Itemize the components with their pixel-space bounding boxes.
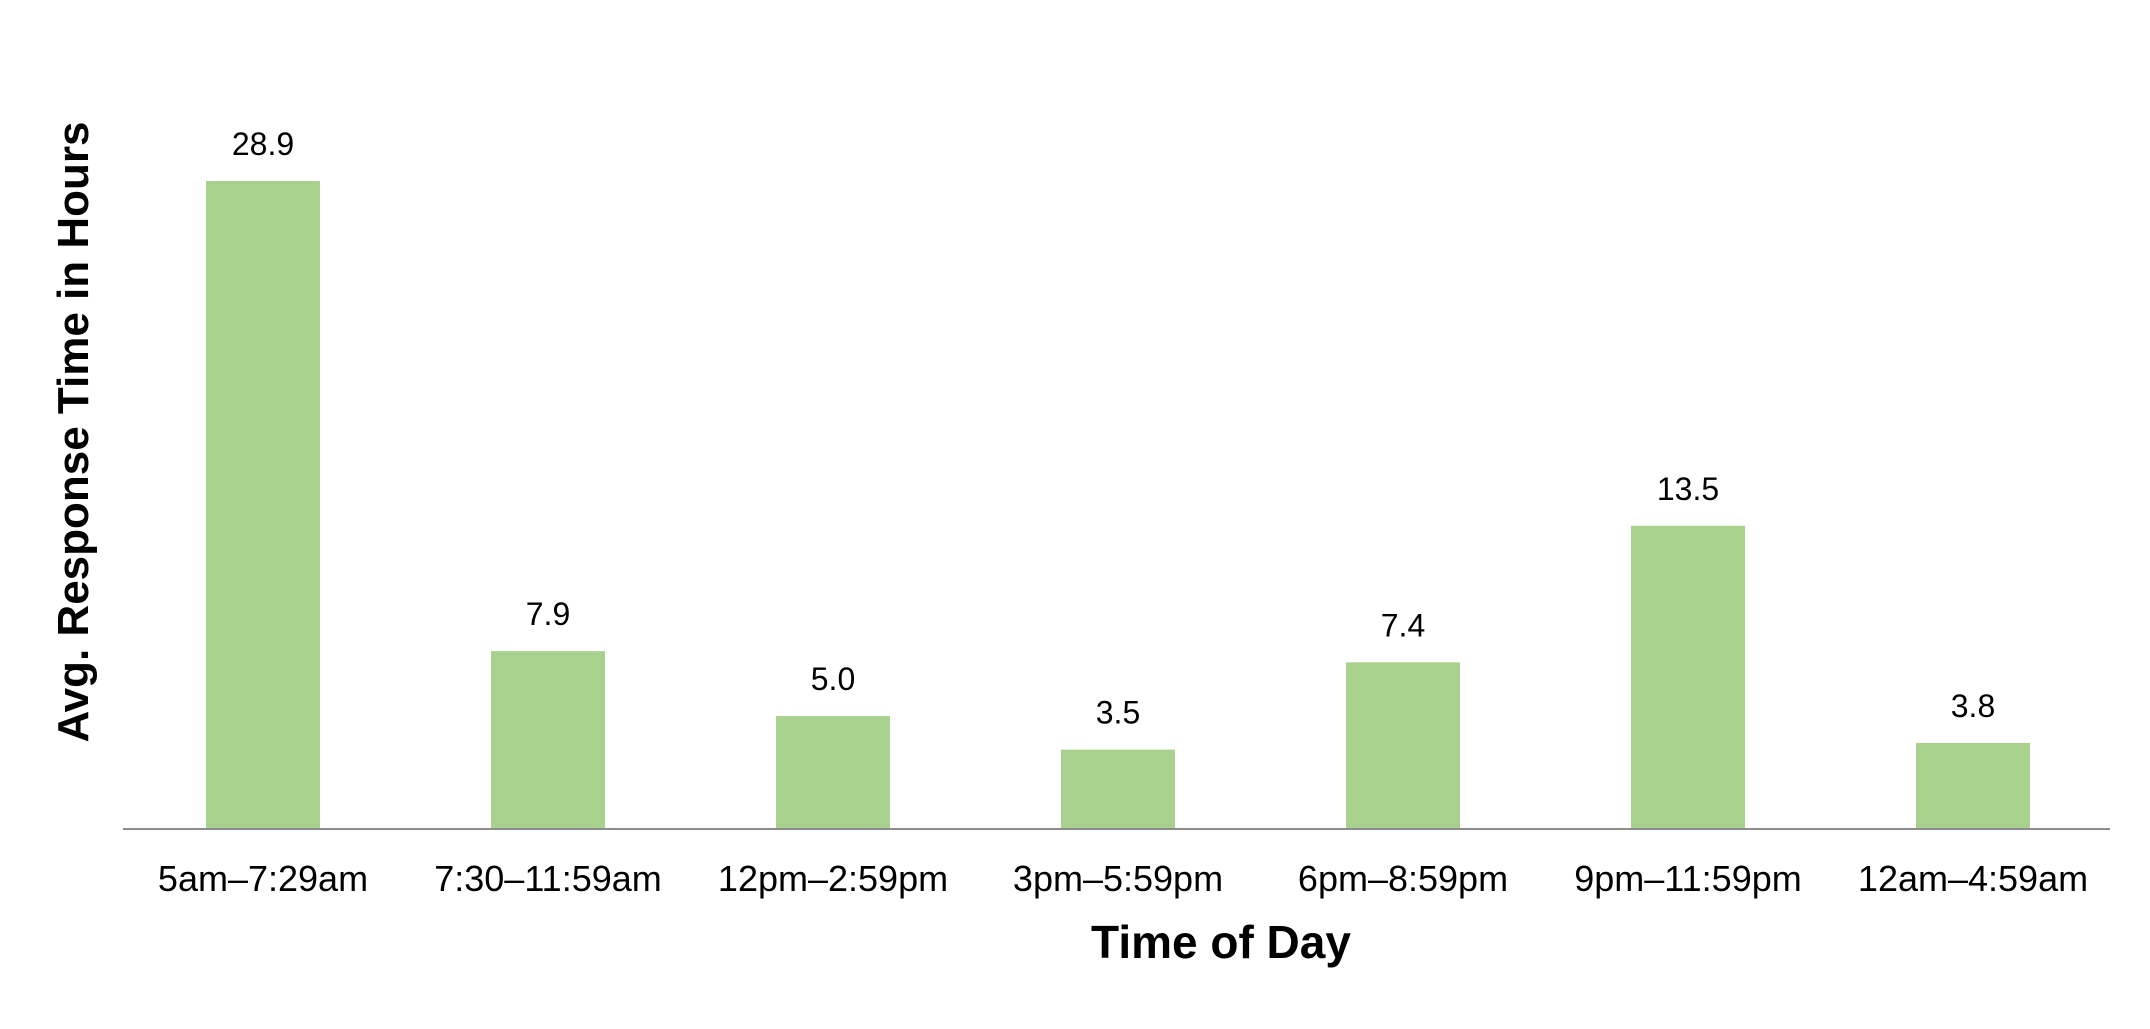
x-tick-labels: 5am–7:29am 7:30–11:59am 12pm–2:59pm 3pm–5:5… [158, 858, 2088, 899]
data-label-4: 7.4 [1381, 607, 1425, 643]
bar-4 [1346, 662, 1460, 828]
x-tick-label-6: 12am–4:59am [1858, 858, 2088, 899]
data-label-1: 7.9 [526, 596, 570, 632]
y-axis-title: Avg. Response Time in Hours [49, 121, 98, 742]
data-label-5: 13.5 [1657, 471, 1719, 507]
x-tick-label-1: 7:30–11:59am [434, 858, 662, 899]
x-tick-label-4: 6pm–8:59pm [1298, 858, 1508, 899]
bar-3 [1061, 749, 1175, 828]
x-tick-label-3: 3pm–5:59pm [1013, 858, 1223, 899]
data-label-0: 28.9 [232, 126, 294, 162]
bar-2 [776, 716, 890, 828]
bar-0 [206, 181, 320, 828]
bar-1 [491, 651, 605, 828]
bars-layer [206, 181, 2030, 828]
x-tick-label-5: 9pm–11:59pm [1574, 858, 1801, 899]
x-axis-title: Time of Day [1091, 916, 1351, 968]
bar-6 [1916, 742, 2030, 828]
data-label-3: 3.5 [1096, 695, 1140, 731]
data-label-2: 5.0 [811, 661, 855, 697]
bar-5 [1631, 525, 1745, 828]
data-labels: 28.9 7.9 5.0 3.5 7.4 13.5 3.8 [232, 126, 1995, 731]
x-tick-label-2: 12pm–2:59pm [718, 858, 948, 899]
data-label-6: 3.8 [1951, 688, 1995, 724]
x-tick-label-0: 5am–7:29am [158, 858, 368, 899]
